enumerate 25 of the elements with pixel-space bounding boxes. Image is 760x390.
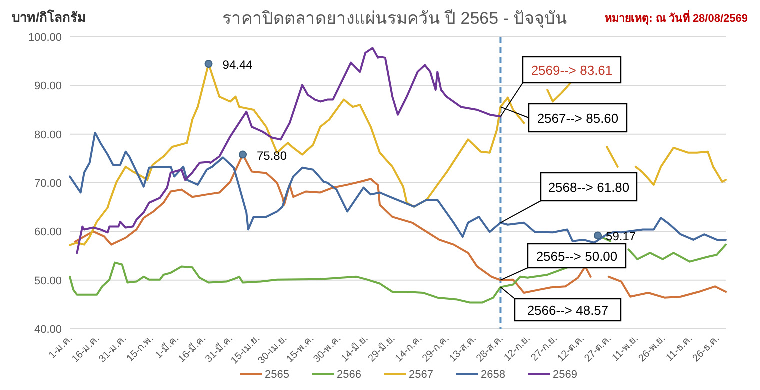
annotation: 2567--> 85.60	[537, 111, 619, 126]
line-series	[69, 132, 727, 244]
y-tick-label: 40.00	[34, 324, 62, 336]
y-tick-label: 90.00	[34, 80, 62, 93]
annotation: 2568--> 61.80	[548, 180, 630, 195]
line-series	[76, 47, 502, 254]
y-tick-label: 70.00	[34, 178, 62, 190]
chart-title: ราคาปิดตลาดยางแผ่นรมควัน ปี 2565 - ปัจจุบัน	[222, 9, 568, 29]
annotation: 2569--> 83.61	[531, 63, 613, 78]
legend-label: 2566	[337, 369, 362, 381]
annotation: 75.80	[257, 148, 288, 163]
annotation: 2566--> 48.57	[527, 303, 609, 318]
legend-label: 2567	[409, 369, 434, 381]
y-tick-label: 50.00	[34, 275, 62, 288]
annotation: 2565--> 50.00	[536, 249, 618, 264]
legend-label: 2658	[481, 369, 506, 381]
y-tick-label: 60.00	[34, 226, 62, 239]
annotation: 59.17	[606, 230, 636, 244]
y-axis-title: บาท/กิโลกรัม	[12, 9, 87, 25]
text: หมายเหตุ: ณ วันที่ 28/08/2569	[605, 10, 748, 26]
y-tick-label: 80.00	[34, 129, 62, 142]
y-tick-label: 100.00	[28, 32, 62, 44]
legend-label: 2569	[553, 369, 578, 381]
annotation: 94.44	[222, 58, 254, 72]
legend-label: 2565	[265, 369, 290, 381]
